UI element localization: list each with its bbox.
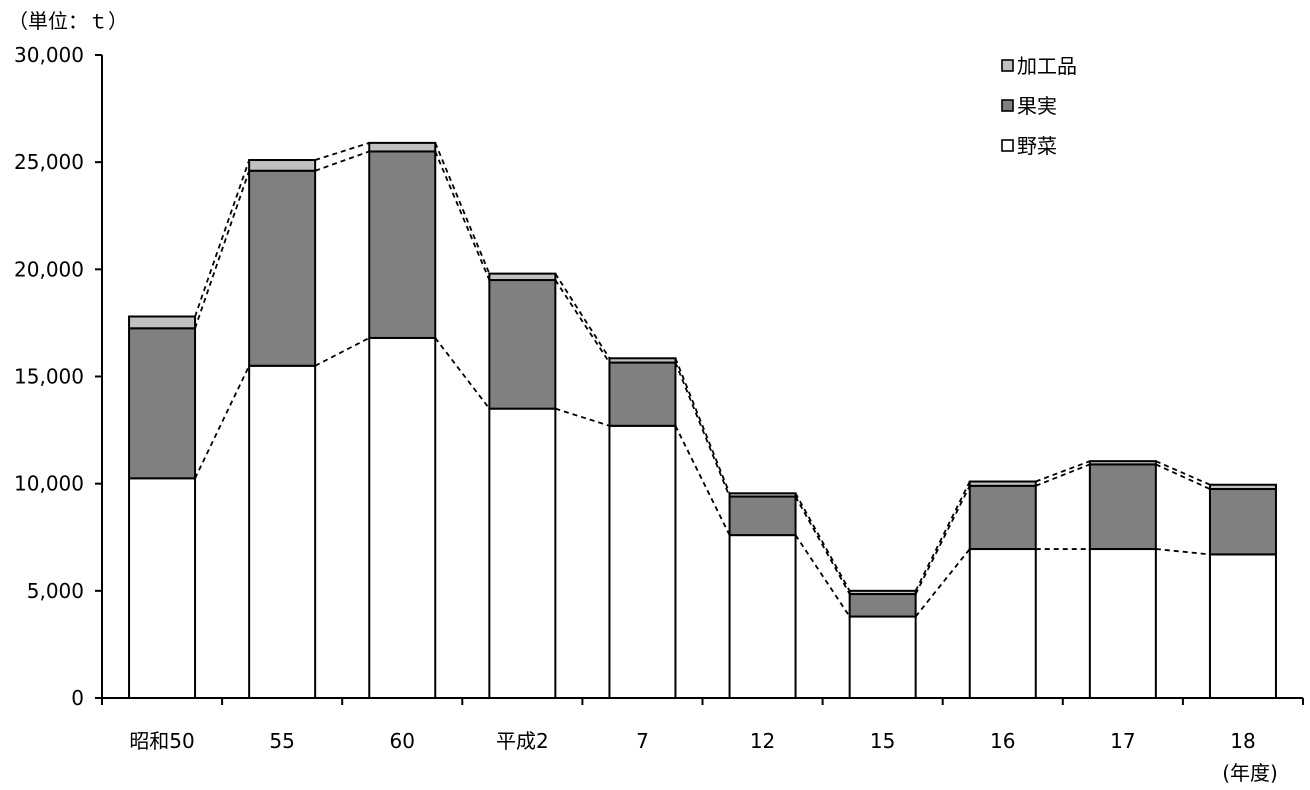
x-unit-label: (年度): [1222, 761, 1278, 785]
bar-segment: [1088, 463, 1157, 551]
connector-line: [1155, 548, 1211, 556]
bar-segment: [488, 279, 557, 410]
connector-line: [554, 279, 611, 364]
x-axis-ticks: 昭和50 55 60 平成2 7 12 15 16 17 18: [101, 698, 1304, 753]
y-tick-label: 5,000: [27, 579, 84, 603]
connector-line: [555, 407, 610, 427]
connector-line: [794, 492, 851, 592]
connector-line: [794, 534, 851, 618]
connector-line: [314, 150, 370, 172]
bar-segment: [488, 407, 557, 699]
connector-line: [554, 273, 611, 359]
bars: [128, 141, 1277, 700]
y-tick-label: 10,000: [14, 472, 84, 496]
bar-segment: [1208, 483, 1277, 491]
y-axis-ticks: 0 5,000 10,000 15,000 20,000 25,000 30,000: [14, 43, 102, 710]
y-tick-label: 25,000: [14, 150, 84, 174]
connector-line: [674, 362, 731, 497]
bar-segment: [968, 480, 1037, 487]
x-tick-label: 7: [636, 729, 649, 753]
legend-label: 果実: [1017, 94, 1057, 118]
x-tick-label: 15: [870, 729, 895, 753]
bar-segment: [248, 159, 317, 172]
bar-segment: [608, 357, 677, 364]
connector-line: [914, 548, 971, 618]
connector-line: [914, 485, 971, 595]
connector-line: [434, 142, 491, 274]
connector-line: [674, 425, 731, 536]
y-tick-label: 0: [71, 686, 84, 710]
connector-line: [914, 481, 971, 592]
bar-segment: [368, 150, 437, 339]
connector-line: [434, 337, 491, 410]
x-tick-label: 平成2: [496, 729, 549, 753]
connector-line: [1035, 463, 1091, 487]
connector-line: [1035, 460, 1091, 483]
legend-swatch: [1001, 59, 1014, 72]
bar-segment: [968, 484, 1037, 551]
bar-segment: [368, 336, 437, 699]
bar-segment: [488, 272, 557, 282]
y-tick-label: 30,000: [14, 43, 84, 67]
x-tick-label: 16: [990, 729, 1015, 753]
connector-line: [674, 357, 731, 494]
bar-segment: [848, 615, 917, 700]
bar-segment: [128, 315, 197, 330]
connector-line: [314, 337, 370, 367]
connector-line: [794, 496, 851, 595]
x-tick-label: 60: [390, 729, 415, 753]
legend-swatch: [1001, 139, 1014, 152]
bar-segment: [728, 495, 797, 537]
bar-segment: [1088, 548, 1157, 699]
bar-segment: [1208, 488, 1277, 556]
bar-segment: [608, 424, 677, 699]
connector-line: [194, 365, 250, 479]
bar-segment: [248, 169, 317, 367]
bar-segment: [728, 492, 797, 498]
x-tick-label: 17: [1110, 729, 1135, 753]
legend-swatch: [1001, 99, 1014, 112]
connector-line: [1155, 460, 1211, 486]
bar-segment: [728, 534, 797, 700]
connector-line: [194, 170, 251, 329]
x-tick-label: 昭和50: [129, 729, 194, 753]
bar-segment: [128, 477, 197, 699]
x-tick-label: 12: [750, 729, 775, 753]
bar-segment: [608, 361, 677, 427]
bar-segment: [968, 548, 1037, 699]
connector-line: [434, 151, 491, 281]
connector-line: [194, 159, 251, 317]
bar-segment: [1208, 553, 1277, 699]
legend-label: 野菜: [1017, 134, 1057, 158]
legend-label: 加工品: [1017, 54, 1077, 78]
connector-lines: [194, 142, 1211, 618]
x-tick-label: 18: [1230, 729, 1255, 753]
y-tick-label: 15,000: [14, 365, 84, 389]
bar-segment: [848, 593, 917, 618]
bar-segment: [368, 141, 437, 153]
bar-segment: [1088, 460, 1157, 466]
y-tick-label: 20,000: [14, 257, 84, 281]
x-tick-label: 55: [269, 729, 294, 753]
unit-label: （単位：ｔ）: [8, 9, 128, 33]
connector-line: [1155, 463, 1211, 490]
bar-segment: [848, 589, 917, 596]
bar-segment: [128, 327, 197, 480]
bar-segment: [248, 364, 317, 699]
connector-line: [314, 142, 370, 161]
